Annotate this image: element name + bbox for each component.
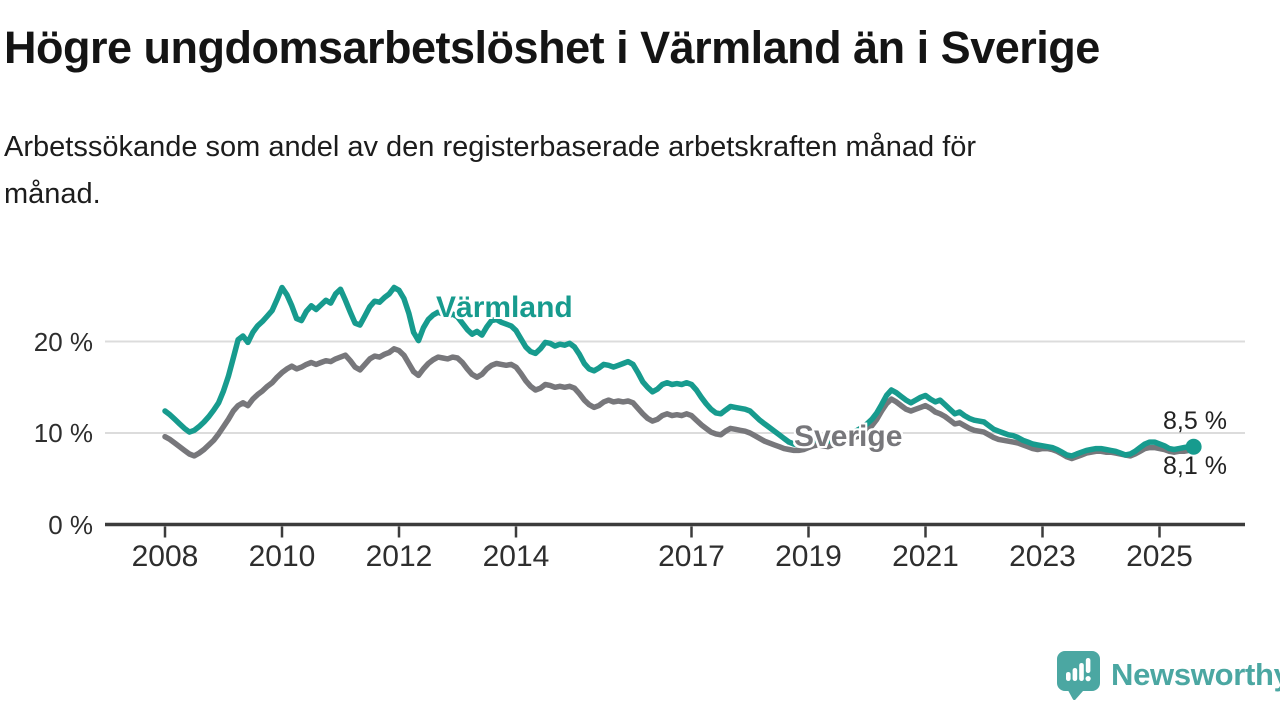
x-tick-label: 2019 (775, 540, 842, 573)
x-tick-label: 2023 (1009, 540, 1076, 573)
sverige-series-label: Sverige (794, 420, 903, 453)
x-tick-label: 2012 (365, 540, 433, 573)
x-axis-ticks (163, 526, 1161, 538)
logo-bar-2 (1072, 668, 1078, 681)
sverige-line (162, 346, 1197, 462)
x-tick-label: 2010 (248, 540, 316, 573)
chart-subtitle: Arbetssökande som andel av den registerb… (4, 131, 977, 210)
x-tick-label: 2008 (131, 540, 199, 573)
y-tick-label: 10 % (33, 418, 93, 448)
newsworthy-brand[interactable]: Newsworthy (1056, 650, 1280, 700)
varmland-line (162, 284, 1197, 459)
y-tick-label: 20 % (33, 326, 93, 357)
newsworthy-wordmark: Newsworthy (1111, 657, 1280, 692)
sverige-end-value: 8,1 % (1163, 452, 1227, 480)
newsworthy-logo-icon (1057, 651, 1100, 700)
varmland-end-value: 8,5 % (1163, 407, 1227, 435)
chart-title: Högre ungdomsarbetslöshet i Värmland än … (4, 22, 1100, 73)
x-tick-label: 2025 (1126, 540, 1193, 573)
logo-exclamation-bar (1085, 658, 1091, 673)
logo-bar-3 (1079, 663, 1084, 681)
y-tick-label: 0 % (48, 509, 93, 540)
logo-bar-1 (1066, 672, 1071, 681)
logo-exclamation-dot (1085, 676, 1091, 682)
x-tick-label: 2021 (892, 540, 959, 573)
varmland-end-dot (1185, 438, 1202, 455)
varmland-series-label: Värmland (436, 291, 573, 324)
x-tick-label: 2014 (482, 540, 550, 573)
gridlines (105, 340, 1245, 434)
x-tick-label: 2017 (658, 540, 725, 573)
